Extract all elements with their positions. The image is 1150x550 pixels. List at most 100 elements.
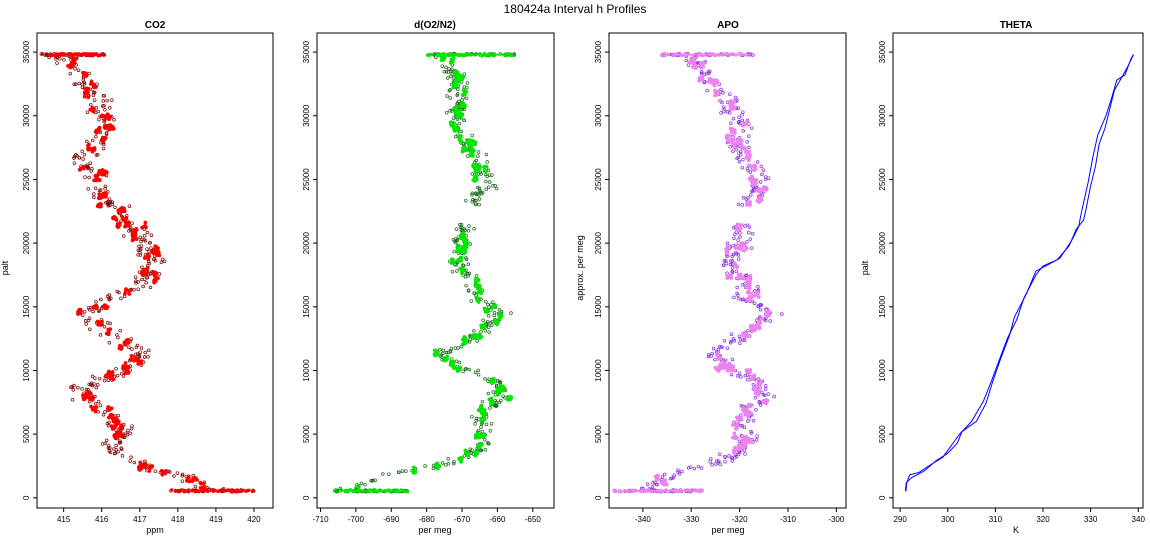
o2n2-cluster-point [451,363,456,368]
apo-point [738,234,742,239]
o2n2-cluster-point [458,134,463,139]
co2-cluster-point [151,270,156,274]
apo-point [717,82,721,86]
co2-x-tick-label: 416 [95,515,109,524]
co2-point [141,284,145,289]
co2-point [130,424,134,428]
o2n2-point [423,464,427,468]
co2-point [90,167,94,171]
co2-cluster-point [144,272,149,277]
apo-cluster-point [736,141,741,146]
co2-cluster-point [70,56,75,61]
o2n2-cluster-point [464,137,469,142]
o2n2-point [396,470,401,474]
o2n2-point [452,461,456,466]
o2n2-cluster-point [453,128,458,132]
co2-point [149,246,153,250]
co2-point [137,244,141,249]
o2n2-point [470,199,474,204]
apo-point [736,202,741,207]
co2-point [100,442,105,446]
co2-point [90,138,95,143]
apo-point [766,392,771,396]
co2-cluster-point [164,468,169,473]
apo-point [745,140,749,144]
o2n2-cluster-point [475,450,480,455]
apo-y-tick-label: 10000 [594,359,603,382]
co2-point [84,387,89,392]
co2-point [97,117,101,122]
o2n2-point [470,414,474,419]
o2n2-panel-title: d(O2/N2) [414,20,456,31]
o2n2-plateau-point [335,490,339,494]
o2n2-cluster-point [480,434,485,439]
o2n2-point [470,193,474,197]
o2n2-point [470,172,474,176]
co2-cluster-point [105,170,109,175]
theta-y-axis-label: palt [860,260,870,275]
o2n2-point [472,328,476,333]
o2n2-x-tick-label: -670 [454,515,471,524]
apo-point [734,250,738,255]
co2-cluster-point [102,118,107,122]
apo-point [743,374,748,378]
o2n2-point [444,65,448,70]
apo-point [732,339,737,343]
apo-point [756,377,761,381]
co2-point [96,152,100,157]
co2-cluster-point [198,480,203,485]
co2-point [102,378,107,383]
co2-point [91,309,95,314]
co2-y-tick-label: 30000 [22,104,31,127]
o2n2-point [479,425,483,429]
co2-point [121,234,126,238]
o2n2-y-tick-label: 35000 [302,40,311,63]
o2n2-cluster-point [471,148,475,153]
apo-cluster-point [700,61,705,65]
o2n2-cluster-point [453,82,457,87]
apo-y-tick-label: 0 [594,495,603,500]
apo-x-tick-label: -340 [635,515,652,524]
co2-point [94,299,98,304]
co2-point [142,277,147,281]
o2n2-point [501,394,505,398]
co2-point [119,447,124,451]
co2-cluster-point [129,357,134,362]
o2n2-point [369,478,373,483]
o2n2-cluster-point [479,418,484,423]
co2-cluster-point [142,224,147,229]
o2n2-point [461,369,465,373]
co2-cluster-point [119,434,124,438]
o2n2-y-tick-label: 15000 [302,295,311,318]
co2-point [146,354,150,359]
theta-panel: THETA K palt 290 300 310 320 330 340 0 5000 100… [860,20,1145,535]
apo-point [721,263,726,268]
apo-y-tick-label: 20000 [594,231,603,254]
o2n2-x-axis-label: per meg [418,525,451,535]
o2n2-point [472,227,476,231]
apo-point [760,390,764,395]
o2n2-y-tick-label: 0 [302,495,311,500]
co2-point [72,383,76,388]
apo-point [761,393,766,397]
apo-cluster-point [727,245,731,250]
apo-cluster-point [689,58,694,63]
o2n2-point [456,87,460,92]
apo-x-axis-label: per meg [711,525,744,535]
apo-point [746,134,751,138]
o2n2-cluster-point [449,57,454,62]
o2n2-point [381,472,385,476]
co2-y-tick-label: 5000 [22,425,31,443]
o2n2-y-tick-label: 20000 [302,231,311,254]
apo-cluster-point [748,377,753,382]
o2n2-plot-frame [316,32,555,509]
co2-point [102,94,106,98]
o2n2-point [455,93,459,98]
apo-point [737,119,741,124]
apo-point [737,151,741,155]
co2-cluster-point [100,168,105,172]
apo-cluster-point [761,399,766,404]
o2n2-point [431,466,436,471]
co2-point [147,261,151,266]
